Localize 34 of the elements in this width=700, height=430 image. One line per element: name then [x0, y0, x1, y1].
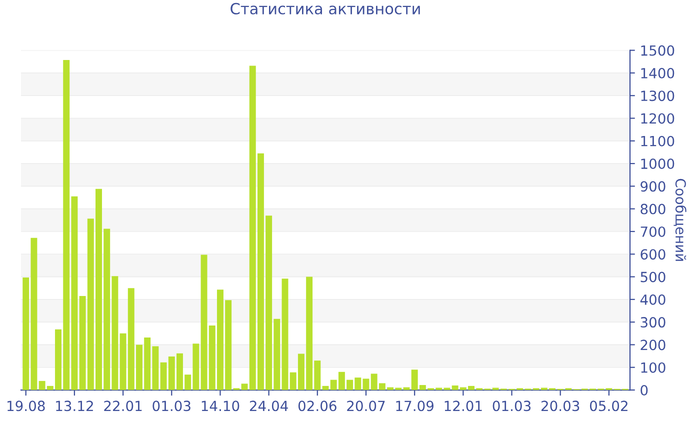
y-tick-label: 800 [640, 204, 666, 214]
x-tick-label: 24.04 [250, 400, 288, 412]
y-tick-label: 900 [640, 181, 666, 192]
bar [362, 378, 370, 390]
bar [322, 386, 329, 390]
x-tick-label: 14.10 [202, 400, 240, 412]
x-tick-label: 13.12 [56, 400, 93, 412]
x-tick-label: 20.07 [347, 400, 385, 412]
chart-title: Статистика активности [230, 2, 420, 14]
x-tick-label: 01.03 [152, 400, 190, 412]
y-tick-label: 0 [640, 384, 648, 396]
y-tick-label: 600 [640, 249, 666, 260]
x-tick-label: 22.01 [104, 400, 142, 412]
x-tick-label: 20.03 [541, 400, 580, 412]
y-tick-label: 1200 [641, 113, 674, 124]
y-tick-label: 200 [640, 340, 666, 350]
x-tick-label: 02.06 [298, 400, 336, 412]
x-tick-label: 19.08 [8, 400, 45, 412]
y-tick-label: 1100 [641, 136, 674, 146]
y-tick-label: 400 [640, 294, 666, 305]
x-tick-label: 01.03 [492, 400, 531, 412]
y-tick-label: 500 [640, 272, 666, 282]
y-axis-title: Сообщений [674, 178, 686, 261]
x-tick-label: 17.09 [396, 400, 434, 412]
y-tick-label: 1000 [641, 158, 674, 170]
x-tick-label: 12.01 [444, 400, 482, 412]
y-tick-label: 1500 [641, 45, 674, 56]
bar [282, 278, 288, 390]
y-tick-label: 300 [640, 317, 666, 328]
y-tick-label: 1400 [641, 68, 674, 78]
y-tick-label: 100 [641, 362, 666, 373]
y-tick-label: 700 [640, 226, 666, 237]
x-tick-label: 05.02 [590, 400, 628, 412]
y-tick-label: 1300 [641, 90, 674, 102]
